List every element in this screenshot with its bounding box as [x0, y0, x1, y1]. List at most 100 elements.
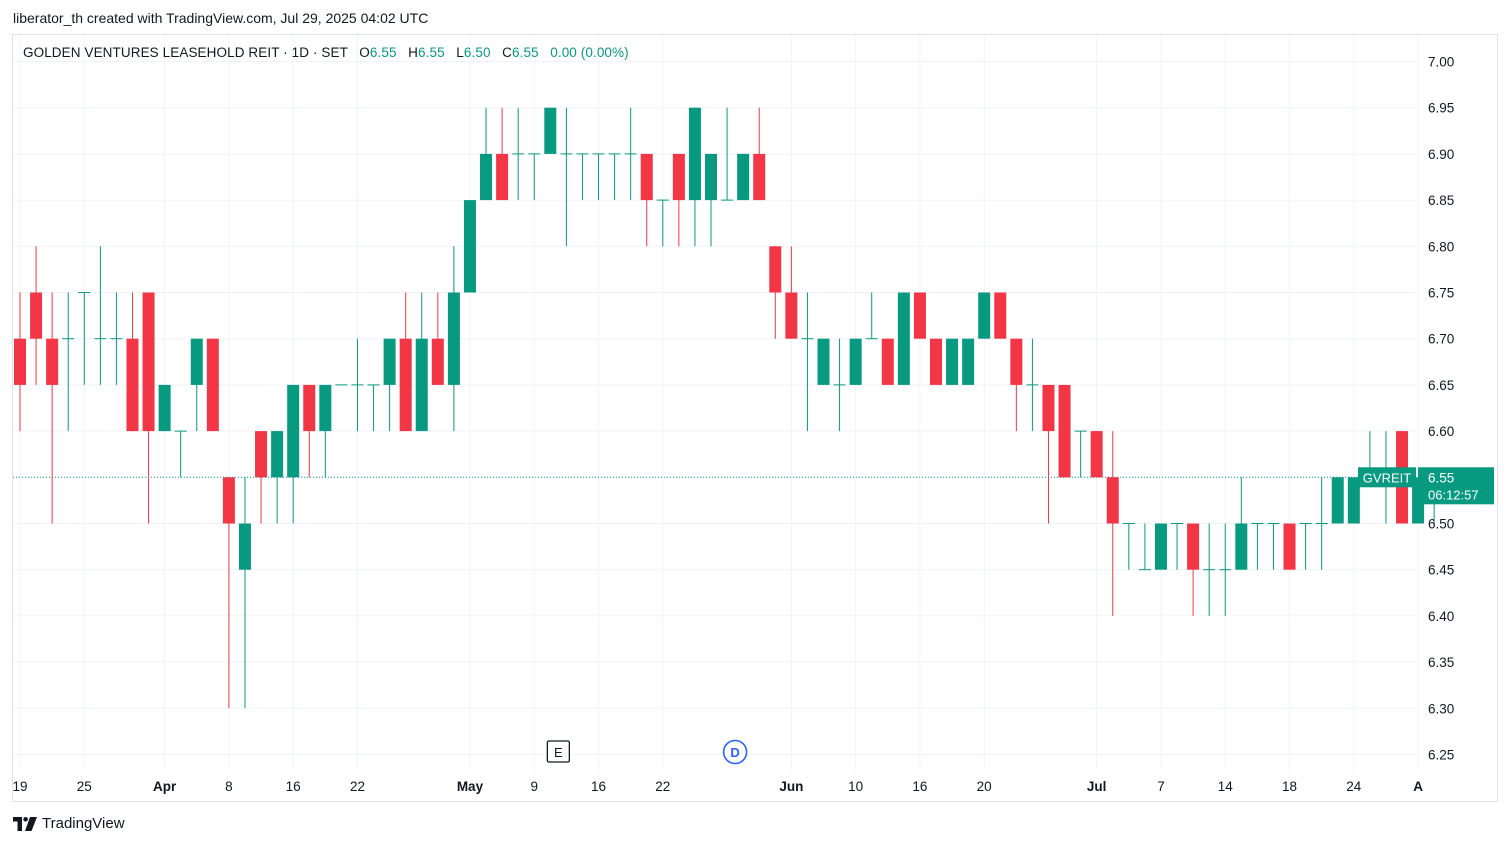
legend-interval: 1D — [291, 45, 310, 60]
candle — [303, 384, 316, 478]
symbol-price-tag-label: GVREIT — [1363, 470, 1411, 485]
candle — [576, 153, 589, 201]
time-tick-label: 25 — [77, 779, 92, 794]
candle — [1251, 523, 1264, 570]
symbol-price-tag — [1358, 467, 1416, 488]
candle — [78, 292, 91, 385]
candle — [881, 338, 894, 385]
candle-body — [431, 338, 444, 385]
time-tick-label: 9 — [530, 779, 538, 794]
time-tick-label: 18 — [1282, 779, 1297, 794]
legend-open-value: 6.55 — [369, 45, 397, 60]
price-tick-label: 6.45 — [1428, 563, 1454, 578]
chart-frame — [12, 34, 1498, 802]
candle-body — [1042, 384, 1055, 432]
earnings-marker-label: E — [554, 745, 563, 760]
candle-body — [1090, 431, 1103, 478]
time-tick-label: A — [1413, 779, 1423, 794]
legend-separator: · — [279, 45, 292, 60]
candle — [1299, 523, 1312, 570]
candle — [753, 107, 766, 201]
candle-body — [769, 246, 782, 293]
time-tick-label: 10 — [848, 779, 863, 794]
time-tick-label: 7 — [1157, 779, 1165, 794]
candle-body — [271, 431, 284, 478]
candle-body — [785, 292, 798, 339]
candle-body — [1058, 384, 1071, 478]
candle — [319, 384, 332, 478]
candle — [399, 292, 412, 432]
dividend-marker-label: D — [730, 745, 739, 760]
candle — [721, 107, 734, 201]
candle — [1267, 523, 1280, 570]
candle-body — [126, 338, 139, 432]
candle — [785, 246, 798, 339]
time-tick-label: May — [457, 779, 484, 794]
candle — [1042, 384, 1055, 524]
candle-body — [238, 523, 251, 570]
candle-body — [222, 477, 235, 524]
candle-body — [978, 292, 991, 339]
legend-separator: · — [309, 45, 322, 60]
time-tick-label: 24 — [1346, 779, 1362, 794]
time-tick-label: 16 — [591, 779, 606, 794]
legend-high-value: 6.55 — [418, 45, 445, 60]
candle-body — [14, 338, 26, 385]
dividend-marker-circle — [722, 739, 748, 765]
candle — [1331, 477, 1344, 524]
legend-high-label: H — [408, 45, 419, 60]
price-tick-label: 6.90 — [1428, 147, 1454, 162]
candle-body — [206, 338, 219, 432]
candle-body — [737, 153, 750, 201]
legend-exchange: SET — [321, 45, 348, 60]
candle — [190, 338, 203, 432]
candle-body — [672, 153, 685, 201]
symbol-legend: GOLDEN VENTURES LEASEHOLD REIT · 1D · SE… — [23, 45, 629, 60]
last-price-label — [1418, 467, 1494, 505]
candle — [1187, 523, 1200, 616]
time-tick-label: 14 — [1218, 779, 1234, 794]
candle-body — [190, 338, 203, 385]
candle — [367, 384, 380, 432]
candle — [1171, 523, 1184, 570]
price-tick-label: 6.65 — [1428, 378, 1454, 393]
time-tick-label: 20 — [977, 779, 992, 794]
price-labels: GVREIT 6.55 06:12:57 — [1358, 467, 1494, 505]
candle — [849, 338, 862, 385]
legend-close-label: C — [502, 45, 512, 60]
price-tick-label: 6.60 — [1428, 424, 1454, 439]
candle — [480, 107, 493, 201]
candle — [238, 477, 251, 709]
candle-body — [399, 338, 412, 432]
legend-open-label: O — [359, 45, 370, 60]
legend-close-value: 6.55 — [511, 45, 539, 60]
legend-symbol-name: GOLDEN VENTURES LEASEHOLD REIT — [23, 45, 280, 60]
candle — [126, 292, 139, 432]
candle — [1106, 431, 1119, 616]
candle — [769, 246, 782, 339]
legend-low-value: 6.50 — [463, 45, 491, 60]
chart-grid — [13, 35, 1419, 770]
tradingview-logo[interactable]: TradingView — [13, 815, 125, 832]
candle — [865, 292, 878, 340]
candle-body — [1187, 523, 1200, 570]
candle — [94, 246, 107, 385]
bar-countdown: 06:12:57 — [1428, 487, 1479, 502]
candle — [206, 338, 219, 432]
earnings-marker-box — [546, 740, 570, 763]
candle — [688, 107, 701, 247]
candle-body — [383, 338, 396, 385]
time-tick-label: Jun — [779, 779, 803, 794]
candle-body — [255, 431, 268, 478]
candle — [640, 153, 653, 247]
candle — [737, 153, 750, 201]
candle — [1138, 523, 1151, 571]
price-tick-label: 6.40 — [1428, 609, 1454, 624]
time-tick-label: Apr — [153, 779, 177, 794]
candle-body — [913, 292, 926, 339]
candle — [994, 292, 1007, 339]
time-tick-label: 16 — [912, 779, 927, 794]
price-tick-label: 6.80 — [1428, 239, 1454, 254]
